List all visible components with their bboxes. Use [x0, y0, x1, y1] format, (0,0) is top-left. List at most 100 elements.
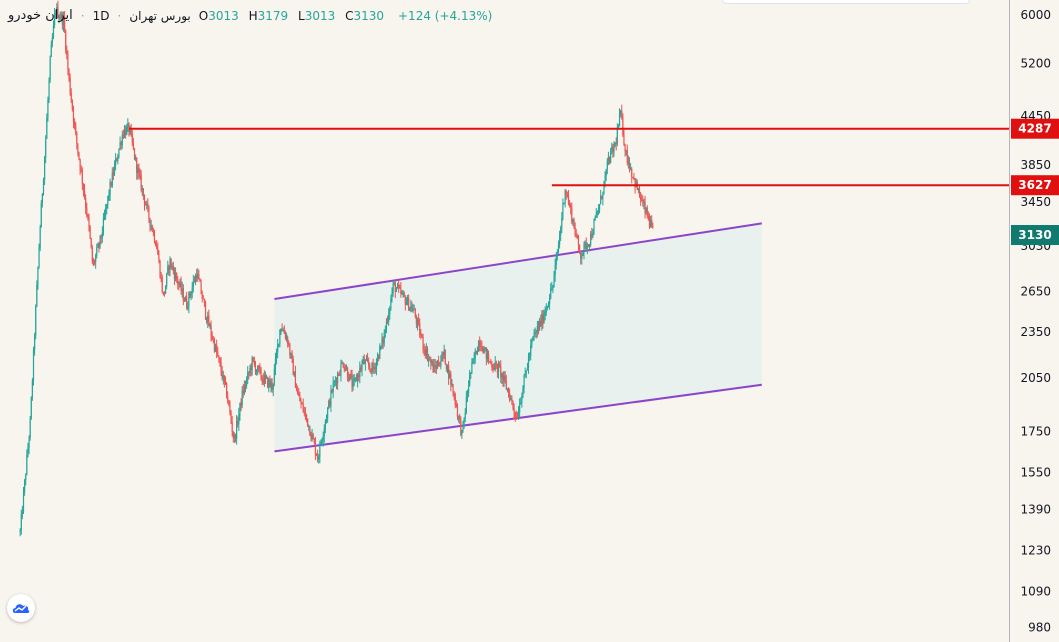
candle-body	[130, 128, 132, 134]
low-value: 3013	[304, 8, 336, 23]
candle-body	[405, 302, 408, 305]
candle-body	[594, 217, 596, 221]
candle-body	[504, 375, 506, 382]
candle-body	[34, 335, 36, 350]
candle-body	[253, 360, 255, 365]
candle-body	[220, 363, 222, 372]
candle-body	[275, 352, 278, 359]
candle-body	[332, 382, 334, 393]
candle-body	[517, 412, 520, 419]
candle-body	[148, 206, 150, 219]
candle-body	[69, 77, 71, 93]
candle-body	[110, 182, 112, 187]
candle-body	[647, 215, 649, 219]
candle-body	[363, 358, 365, 365]
candle-body	[206, 317, 208, 323]
price-tick-label: 1230	[1020, 544, 1051, 558]
candle-body	[555, 256, 557, 265]
candle-body	[439, 365, 441, 367]
candle-body	[320, 443, 322, 445]
symbol-name[interactable]: ایران خودرو	[8, 8, 73, 23]
candle-body	[442, 353, 444, 356]
candle-body	[143, 195, 146, 205]
candle-body	[457, 415, 460, 417]
tradingview-logo[interactable]	[7, 594, 35, 622]
candle-body	[112, 172, 115, 175]
candle-body	[452, 384, 454, 393]
candle-body	[58, 17, 60, 19]
candle-body	[341, 363, 343, 365]
candle-body	[133, 148, 136, 160]
candle-body	[169, 258, 171, 270]
candle-body	[553, 275, 555, 286]
candle-body	[71, 100, 73, 110]
candle-body	[552, 285, 554, 289]
candle-body	[139, 172, 141, 176]
candle-body	[631, 168, 633, 177]
candle-body	[608, 158, 611, 163]
candle-body	[360, 367, 362, 370]
candle-body	[184, 297, 187, 302]
candle-body	[474, 350, 476, 359]
change-value: +124 (+4.13%)	[398, 8, 493, 23]
candle-body	[123, 129, 126, 137]
candle-body	[105, 208, 107, 216]
price-tick-label: 6000	[1020, 8, 1051, 22]
candle-body	[164, 285, 167, 294]
candle-body	[190, 293, 192, 296]
candle-body	[86, 207, 88, 216]
candle-body	[533, 334, 535, 337]
candle-body	[384, 329, 386, 333]
candle-body	[334, 381, 336, 383]
horizontal-price-lines[interactable]	[129, 127, 1009, 187]
candle-body	[350, 374, 352, 377]
candle-body	[254, 364, 257, 373]
price-axis[interactable]	[1010, 0, 1059, 642]
candle-body	[574, 227, 576, 236]
candle-body	[194, 275, 197, 283]
candle-body	[299, 395, 301, 402]
candle-body	[614, 142, 616, 146]
candle-body	[493, 368, 495, 370]
candle-body	[601, 196, 603, 199]
candle-body	[117, 156, 119, 162]
candle-body	[196, 275, 198, 279]
candle-body	[572, 219, 574, 222]
candle-body	[522, 388, 524, 397]
candle-body	[578, 244, 581, 253]
candle-body	[361, 363, 363, 370]
candle-body	[238, 414, 240, 425]
candle-body	[624, 144, 626, 152]
candle-body	[491, 363, 493, 368]
candle-body	[247, 372, 249, 379]
interval-label[interactable]: 1D	[92, 8, 110, 23]
candle-body	[22, 491, 25, 512]
candle-body	[243, 385, 245, 394]
candle-body	[49, 56, 51, 80]
candle-body	[79, 159, 81, 170]
candle-body	[271, 382, 273, 390]
chart-toolbar[interactable]	[722, 0, 970, 4]
candle-body	[216, 345, 218, 353]
legend-separator: ·	[117, 8, 122, 23]
candle-body	[197, 273, 199, 279]
candle-body	[24, 480, 26, 492]
last-price-badge-label: 3130	[1018, 228, 1051, 242]
candle-body	[410, 306, 412, 308]
candle-body	[564, 190, 566, 203]
candle-body	[513, 407, 515, 413]
candle-body	[200, 281, 202, 294]
candle-body	[426, 349, 429, 361]
candle-body	[575, 235, 577, 237]
candle-body	[203, 298, 206, 303]
price-tick-label: 3850	[1020, 158, 1051, 172]
candle-body	[534, 331, 536, 335]
channel-upper-line[interactable]	[274, 222, 762, 301]
candle-body	[366, 359, 369, 362]
candle-body	[625, 150, 627, 152]
candle-body	[640, 196, 642, 201]
candle-body	[122, 134, 125, 137]
candle-body	[343, 366, 345, 370]
candle-body	[499, 364, 501, 367]
